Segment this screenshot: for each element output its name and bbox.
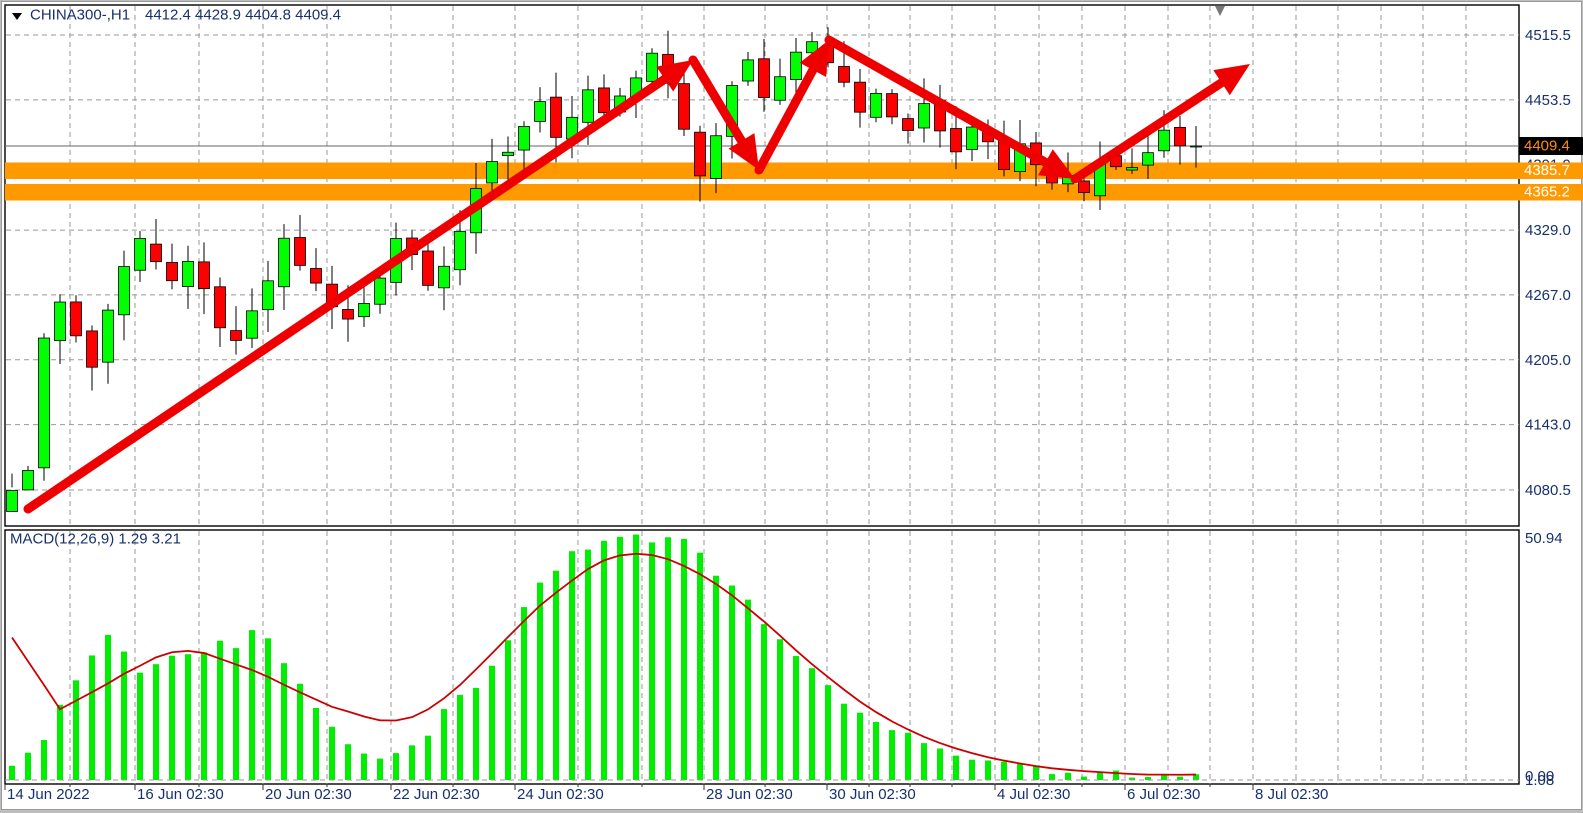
svg-text:50.94: 50.94 (1525, 530, 1563, 547)
svg-text:14 Jun 2022: 14 Jun 2022 (7, 786, 90, 803)
svg-text:22 Jun 02:30: 22 Jun 02:30 (393, 786, 480, 803)
svg-text:6 Jul 02:30: 6 Jul 02:30 (1127, 786, 1200, 803)
svg-text:4329.0: 4329.0 (1525, 222, 1571, 239)
svg-text:4365.2: 4365.2 (1524, 184, 1570, 201)
svg-text:30 Jun 02:30: 30 Jun 02:30 (829, 786, 916, 803)
svg-text:4143.0: 4143.0 (1525, 417, 1571, 434)
svg-text:4080.5: 4080.5 (1525, 482, 1571, 499)
svg-text:20 Jun 02:30: 20 Jun 02:30 (265, 786, 352, 803)
svg-text:4453.5: 4453.5 (1525, 92, 1571, 109)
svg-text:MACD(12,26,9) 1.29 3.21: MACD(12,26,9) 1.29 3.21 (10, 531, 181, 548)
svg-text:4385.7: 4385.7 (1524, 162, 1570, 179)
svg-text:4412.4 4428.9 4404.8 4409.4: 4412.4 4428.9 4404.8 4409.4 (145, 7, 341, 24)
svg-text:4 Jul 02:30: 4 Jul 02:30 (997, 786, 1070, 803)
svg-text:24 Jun 02:30: 24 Jun 02:30 (517, 786, 604, 803)
svg-text:4267.0: 4267.0 (1525, 287, 1571, 304)
svg-text:16 Jun 02:30: 16 Jun 02:30 (137, 786, 224, 803)
svg-text:28 Jun 02:30: 28 Jun 02:30 (706, 786, 793, 803)
svg-text:4515.5: 4515.5 (1525, 27, 1571, 44)
svg-text:4205.0: 4205.0 (1525, 352, 1571, 369)
svg-text:CHINA300-,H1: CHINA300-,H1 (30, 7, 130, 24)
svg-text:0.00: 0.00 (1525, 768, 1554, 785)
svg-text:4409.4: 4409.4 (1524, 138, 1570, 155)
svg-text:8 Jul 02:30: 8 Jul 02:30 (1255, 786, 1328, 803)
